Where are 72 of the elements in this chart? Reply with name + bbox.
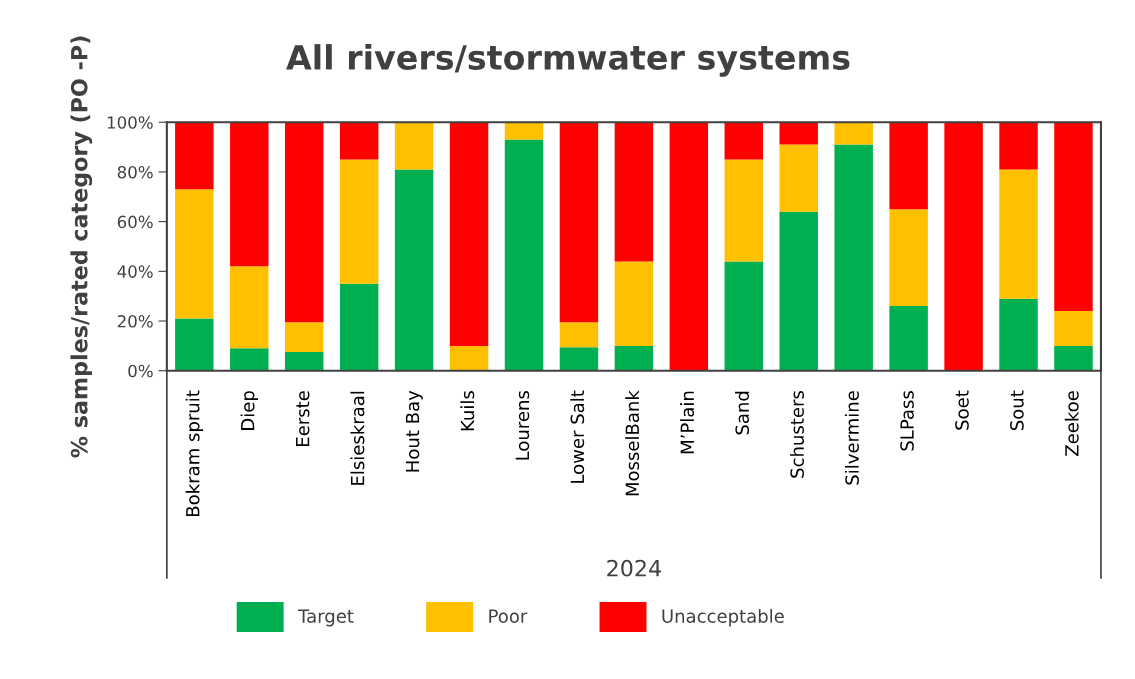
bar xyxy=(614,345,654,371)
y-tick-label: 20% xyxy=(117,314,153,328)
bar xyxy=(284,352,324,371)
x-tick-label: Schusters xyxy=(790,391,804,478)
x-tick-label: Sand xyxy=(735,391,750,435)
bar xyxy=(889,122,928,210)
bar xyxy=(724,261,764,371)
chart-title: All rivers/stormwater systems xyxy=(286,44,850,77)
bar xyxy=(834,122,873,145)
x-tick-label: MosselBank xyxy=(625,390,640,496)
x-tick-label: M’Plain xyxy=(680,391,695,454)
y-axis-title: % samples/rated category (PO -P) xyxy=(70,36,93,458)
bar xyxy=(175,122,214,190)
bar xyxy=(724,122,764,160)
bar xyxy=(230,266,269,349)
bar xyxy=(504,139,544,371)
bar xyxy=(779,211,818,371)
bar xyxy=(779,144,818,212)
x-tick-label: Diep xyxy=(240,391,258,430)
y-tick-label: 80% xyxy=(117,165,153,179)
x-tick-label: Soet xyxy=(955,390,969,430)
legend-label: Poor xyxy=(489,609,528,623)
x-tick-label: Elsieskraal xyxy=(350,391,365,485)
y-tick-label: 40% xyxy=(117,265,153,278)
bar xyxy=(779,122,818,145)
bar xyxy=(394,122,434,170)
bar xyxy=(394,169,434,371)
bar xyxy=(339,283,379,371)
bar xyxy=(889,306,928,371)
bar xyxy=(230,122,269,267)
x-axis-title: 2024 xyxy=(607,559,661,577)
bar xyxy=(504,122,544,140)
bar xyxy=(284,322,324,353)
bar xyxy=(175,318,214,371)
bar xyxy=(999,122,1038,170)
x-tick-label: Bokram spruit xyxy=(185,390,204,516)
bar xyxy=(669,122,709,371)
bar xyxy=(1054,311,1093,346)
bar xyxy=(559,322,599,348)
x-tick-label: Eerste xyxy=(296,391,310,446)
x-tick-label: Hout Bay xyxy=(405,390,423,472)
bar xyxy=(175,189,214,319)
bar xyxy=(724,159,764,262)
x-tick-label: Silvermine xyxy=(844,391,859,485)
legend-label: Unacceptable xyxy=(662,608,784,627)
y-tick-label: 0% xyxy=(128,364,153,378)
bar xyxy=(1054,122,1093,312)
bar xyxy=(834,144,873,371)
x-tick-label: Lourens xyxy=(515,391,530,460)
y-tick-label: 100% xyxy=(107,116,153,129)
bar xyxy=(999,298,1038,371)
bar xyxy=(284,122,324,323)
x-tick-label: Sout xyxy=(1010,390,1024,431)
bar xyxy=(1054,345,1093,371)
bar xyxy=(339,159,379,284)
bar xyxy=(449,122,489,346)
bar xyxy=(339,122,379,160)
bar xyxy=(999,169,1038,299)
bar xyxy=(614,122,654,262)
bar xyxy=(230,348,269,371)
bar xyxy=(559,347,599,371)
x-tick-label: SLPass xyxy=(900,391,914,451)
legend-label: Target xyxy=(298,609,354,627)
bar xyxy=(559,122,599,323)
bar xyxy=(944,122,983,371)
x-tick-label: Kuils xyxy=(460,391,475,431)
bar xyxy=(614,261,654,346)
x-tick-label: Zeekoe xyxy=(1064,391,1079,456)
bar xyxy=(889,209,928,307)
y-tick-label: 60% xyxy=(117,215,153,229)
x-tick-label: Lower Salt xyxy=(570,390,585,483)
bar xyxy=(449,345,489,371)
